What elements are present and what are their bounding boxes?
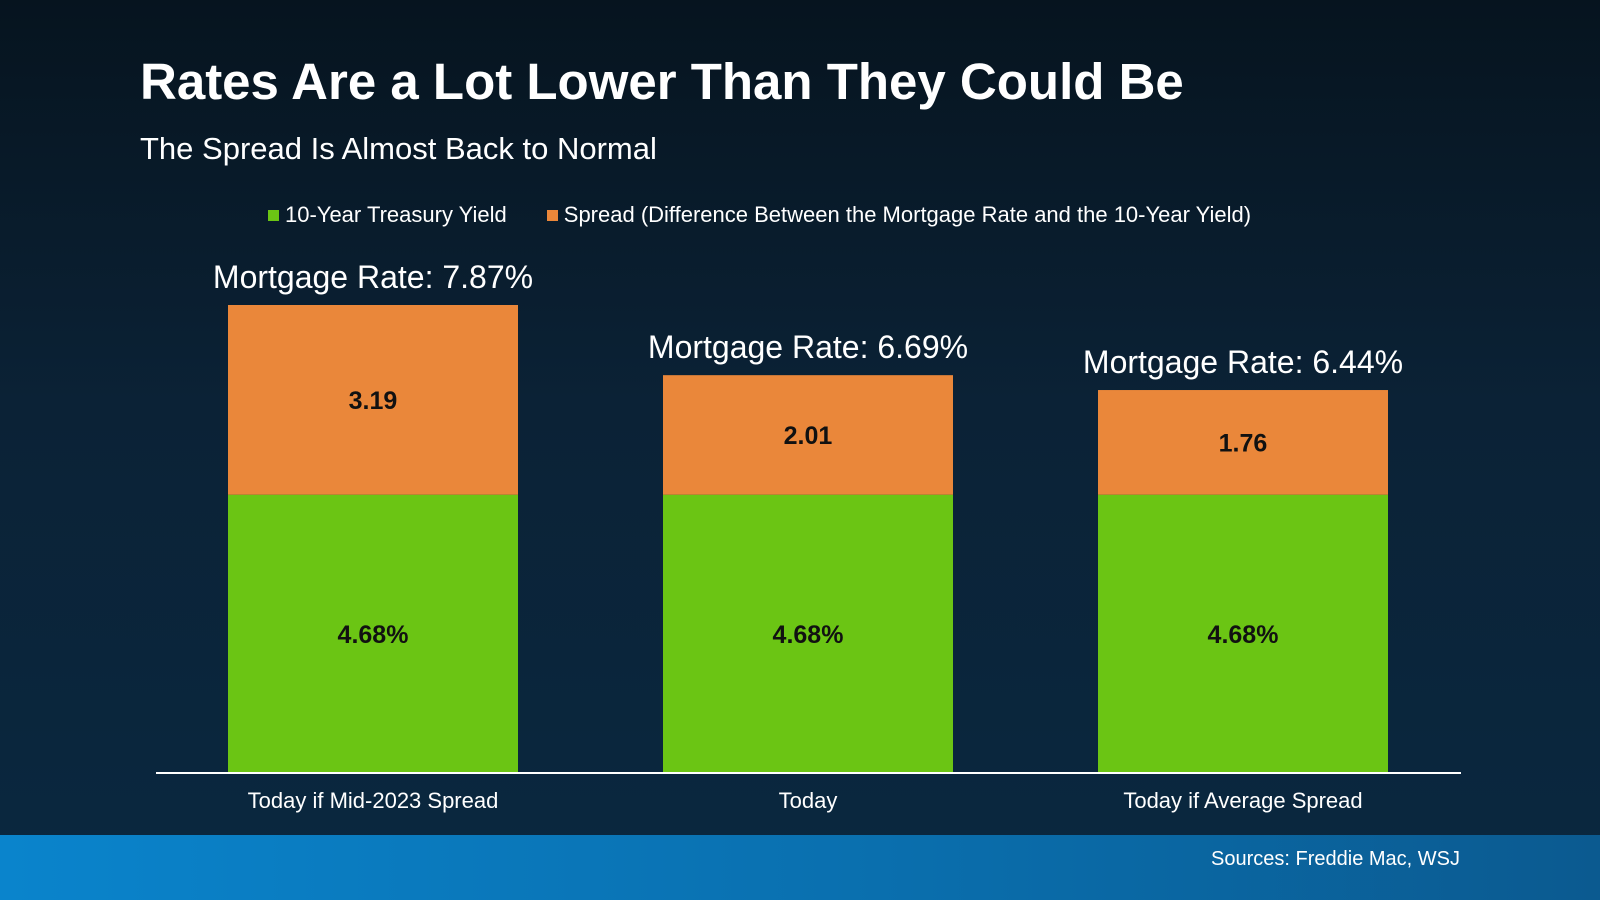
bar-spread-segment [1098, 390, 1388, 495]
x-tick-label: Today if Average Spread [1123, 788, 1362, 813]
data-label-treasury: 4.68% [1208, 621, 1279, 649]
x-tick-label: Today [779, 788, 838, 813]
legend: 10-Year Treasury Yield Spread (Differenc… [268, 202, 1251, 228]
bar-treasury-segment [663, 494, 953, 773]
bar-treasury-segment [228, 494, 518, 773]
x-tick-label: Today if Mid-2023 Spread [248, 788, 499, 813]
data-label-spread: 1.76 [1219, 429, 1268, 457]
bar-spread-segment [663, 375, 953, 495]
legend-item-treasury: 10-Year Treasury Yield [268, 202, 507, 228]
stacked-bar-chart: 4.68% 3.19 Mortgage Rate: 7.87% Today if Mi… [213, 259, 1403, 813]
chart-subtitle: The Spread Is Almost Back to Normal [140, 131, 657, 166]
legend-item-spread: Spread (Difference Between the Mortgage … [546, 202, 1252, 228]
legend-label-spread: Spread (Difference Between the Mortgage … [563, 202, 1252, 227]
mortgage-rate-label: Mortgage Rate: 7.87% [213, 259, 533, 295]
source-note: Sources: Freddie Mac, WSJ [1211, 848, 1460, 870]
chart-title: Rates Are a Lot Lower Than They Could Be [140, 53, 1184, 110]
mortgage-rate-label: Mortgage Rate: 6.44% [1083, 344, 1403, 380]
legend-label-treasury: 10-Year Treasury Yield [285, 202, 507, 227]
footer-band [0, 835, 1600, 900]
data-label-treasury: 4.68% [773, 621, 844, 649]
data-label-spread: 3.19 [349, 387, 398, 415]
mortgage-rate-label: Mortgage Rate: 6.69% [648, 329, 968, 365]
bar-treasury-segment [1098, 494, 1388, 773]
data-label-spread: 2.01 [784, 422, 833, 450]
legend-swatch-spread [546, 209, 558, 221]
data-label-treasury: 4.68% [338, 621, 409, 649]
bar-spread-segment [228, 305, 518, 495]
legend-swatch-treasury [268, 209, 279, 221]
